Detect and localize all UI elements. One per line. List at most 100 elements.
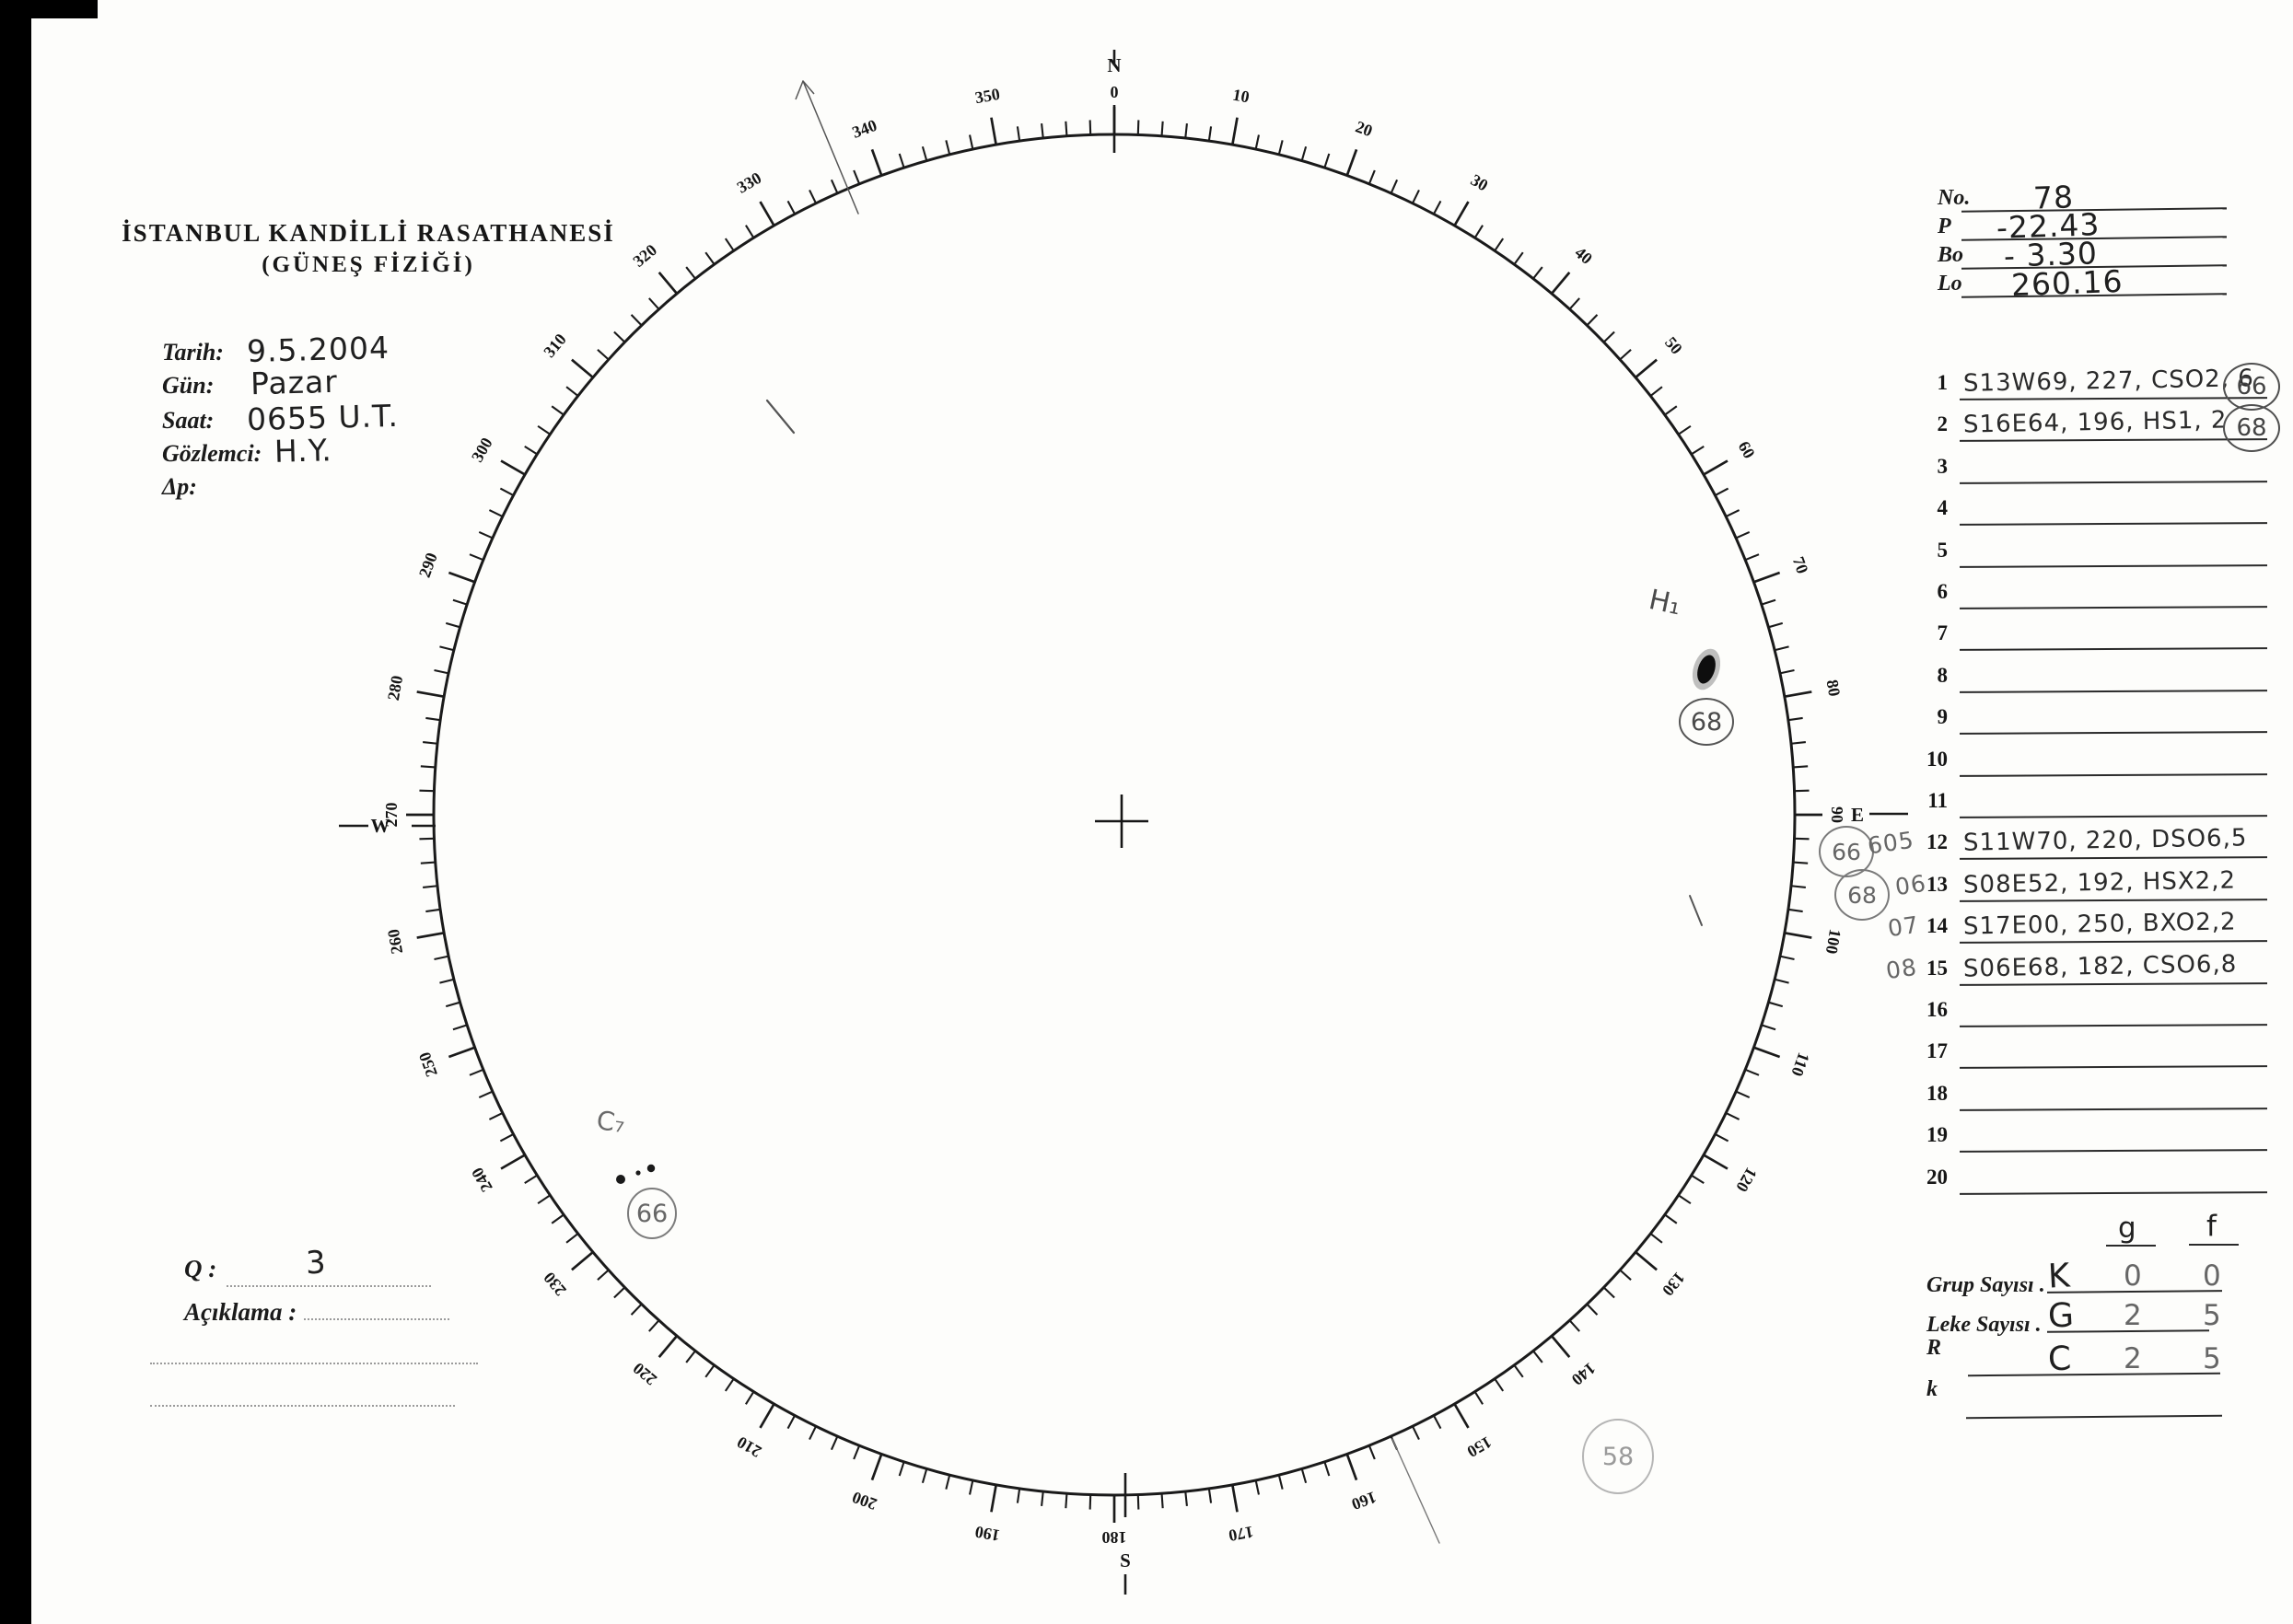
dial-tick — [853, 169, 861, 185]
group-row-text-1: S13W69, 227, CSO2, 6 — [1962, 365, 2255, 398]
dial-tick — [1016, 1488, 1021, 1503]
dial-tick — [419, 789, 435, 793]
group-row-number-9: 9 — [1937, 705, 1949, 729]
dial-tick — [1752, 1046, 1781, 1059]
dial-tick — [439, 645, 455, 652]
summary-label-0: Grup Sayısı . — [1926, 1273, 2045, 1297]
pencil-stroke-e — [1689, 895, 1703, 926]
summary-f-0: 0 — [2203, 1259, 2222, 1293]
dial-tick — [1345, 148, 1358, 177]
dial-tick — [685, 1350, 696, 1363]
group-row-line-8 — [1959, 689, 2268, 693]
group-row-prefix-circle-12: 66 — [1819, 826, 1874, 877]
dial-tick — [445, 621, 460, 629]
dial-tick — [1345, 1453, 1358, 1481]
dial-tick — [1550, 1335, 1571, 1358]
dial-tick — [499, 1133, 514, 1143]
dial-tick — [1779, 955, 1795, 961]
dial-tick — [425, 716, 441, 722]
group-row-line-6 — [1959, 606, 2268, 609]
dial-tick — [1568, 1319, 1580, 1332]
degree-label: 20 — [1353, 117, 1375, 140]
summary-f-1: 5 — [2203, 1299, 2222, 1332]
dial-tick — [1453, 201, 1470, 226]
degree-label: 100 — [1822, 928, 1845, 956]
group-number-66: 66 — [636, 1200, 668, 1228]
dial-tick — [1768, 621, 1784, 629]
dial-tick — [648, 297, 660, 310]
observatory-title: İSTANBUL KANDİLLİ RASATHANESİ — [122, 219, 615, 247]
dial-tick — [1725, 509, 1740, 517]
notes-line-1 — [304, 1318, 449, 1320]
dial-tick — [1664, 405, 1678, 416]
group-row-line-11 — [1959, 815, 2268, 818]
scan-edge-left — [0, 0, 31, 1624]
dial-tick — [1602, 1286, 1615, 1299]
dial-tick — [420, 861, 436, 864]
notes-line-2 — [150, 1363, 478, 1364]
degree-label: 290 — [415, 551, 441, 580]
dial-tick — [448, 571, 476, 584]
dial-tick — [1649, 386, 1663, 397]
group-row-line-3 — [1959, 480, 2268, 484]
degree-label: 280 — [384, 674, 406, 702]
dial-tick — [1323, 1461, 1331, 1477]
degree-label: 330 — [734, 168, 764, 197]
dial-tick — [1703, 1154, 1728, 1170]
dial-tick — [1136, 1494, 1140, 1510]
quality-line — [227, 1285, 431, 1287]
dial-tick — [1184, 1491, 1188, 1506]
dial-tick — [469, 553, 484, 562]
summary-label-2: R — [1926, 1336, 1942, 1360]
dial-tick — [1784, 690, 1812, 699]
group-row-prefix-14: 07 — [1886, 911, 1921, 943]
dial-tick — [1586, 314, 1599, 327]
dial-tick — [945, 140, 951, 156]
group-row-line-9 — [1959, 731, 2268, 736]
group-row-line-2 — [1959, 438, 2268, 443]
degree-label: 140 — [1568, 1359, 1600, 1389]
dial-tick — [685, 266, 696, 280]
dial-tick — [724, 238, 735, 251]
degree-label: 170 — [1228, 1523, 1255, 1545]
group-row-prefix-13: 06 — [1893, 869, 1928, 901]
summary-f-2: 5 — [2203, 1342, 2222, 1375]
degree-label: 160 — [1349, 1488, 1379, 1514]
dial-tick — [759, 1403, 775, 1429]
quality-label: Q : — [184, 1255, 217, 1282]
ephemeris-label-1: P — [1938, 215, 1951, 238]
dial-tick — [1277, 1474, 1284, 1490]
field-label-4: Δp: — [162, 473, 197, 500]
dial-tick — [1254, 134, 1261, 150]
group-row-number-1: 1 — [1937, 371, 1949, 394]
dial-tick — [1619, 349, 1632, 361]
dial-tick — [809, 1425, 817, 1441]
dial-tick — [1635, 1250, 1658, 1271]
dial-tick — [1368, 1444, 1376, 1460]
sunspot-group-68-penumbra — [1692, 648, 1721, 690]
notes-label: Açıklama : — [184, 1298, 297, 1326]
group-row-number-8: 8 — [1937, 663, 1949, 687]
group-row-line-16 — [1959, 1024, 2268, 1027]
dial-tick — [1532, 266, 1543, 280]
group-row-text-12: S11W70, 220, DSO6,5 — [1962, 824, 2248, 858]
degree-label-0: 0 — [1111, 83, 1119, 101]
pencil-stroke-nw — [765, 399, 796, 435]
sunspot-group-68-umbra — [1697, 655, 1716, 684]
summary-col-f-line — [2189, 1244, 2239, 1246]
group-row-number-14: 14 — [1926, 914, 1948, 938]
degree-label: 240 — [468, 1165, 496, 1195]
group-number-58-circle — [1582, 1419, 1654, 1494]
dial-tick — [1065, 121, 1068, 136]
group-row-text-2: S16E64, 196, HS1, 2 — [1962, 406, 2228, 439]
dial-tick — [537, 424, 551, 435]
group-number-66-circle — [627, 1188, 677, 1239]
dial-tick — [524, 1174, 538, 1184]
group-row-number-19: 19 — [1926, 1123, 1948, 1147]
dial-tick — [1433, 1415, 1442, 1430]
dial-tick — [786, 200, 796, 215]
dial-tick — [945, 1474, 951, 1490]
dial-tick — [597, 1269, 610, 1281]
dial-tick — [870, 1453, 883, 1481]
degree-label: 110 — [1787, 1050, 1813, 1079]
